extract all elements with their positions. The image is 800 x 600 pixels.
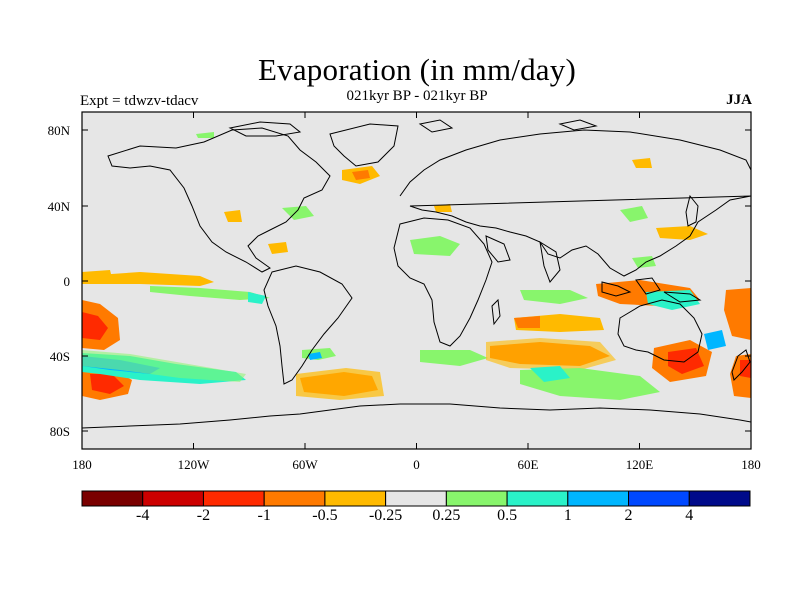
coast-antarctica xyxy=(82,403,751,429)
field-n-pacific-yellow2 xyxy=(268,242,288,254)
coast-se-asia-islands xyxy=(601,277,702,303)
colorbar-swatch xyxy=(81,490,144,507)
colorbar-swatch xyxy=(506,490,569,507)
field-indian-yellow xyxy=(486,338,616,370)
field-nw-atlantic-yellow xyxy=(434,204,452,212)
field-east-asia-green xyxy=(632,256,656,268)
field-eq-pacific-yellow xyxy=(82,272,214,286)
coast-japan xyxy=(685,194,699,227)
field-s-atlantic-green2 xyxy=(420,350,488,366)
colorbar-label: -4 xyxy=(136,507,150,524)
season-label: JJA xyxy=(726,92,752,108)
colorbar-label: -2 xyxy=(196,507,211,524)
colorbar-swatch xyxy=(202,490,265,507)
coast-north-america xyxy=(107,127,331,273)
experiment-label: Expt = tdwzv-tdacv xyxy=(80,93,199,109)
lon-ticks xyxy=(81,112,752,449)
lat-label-80n: 80N xyxy=(47,123,70,138)
coast-arctic-islands xyxy=(228,119,598,137)
coast-eurasia xyxy=(399,129,751,277)
colorbar-swatch xyxy=(567,490,630,507)
coast-africa xyxy=(393,217,493,347)
lon-label-120w: 120W xyxy=(177,457,210,472)
lon-label-60w: 60W xyxy=(292,457,318,472)
lon-label-0: 0 xyxy=(413,457,420,472)
coast-south-america xyxy=(263,265,353,385)
field-australia-e-cyan xyxy=(704,330,726,350)
field-asia-yellow xyxy=(656,226,708,240)
colorbar-swatch xyxy=(142,490,204,507)
coast-madagascar xyxy=(491,298,501,326)
field-eq-pacific-cyan xyxy=(248,292,266,304)
colorbar-label: -0.25 xyxy=(368,507,403,524)
lat-label-40n: 40N xyxy=(47,199,70,214)
field-s-pacific-green xyxy=(82,350,246,382)
lon-label-60e: 60E xyxy=(517,457,539,472)
colorbar-swatch xyxy=(628,490,690,507)
map-title: Evaporation (in mm/day) xyxy=(258,52,576,87)
field-n-atlantic-red xyxy=(352,170,370,180)
lon-label-180w: 180 xyxy=(72,457,92,472)
anomaly-fields xyxy=(82,132,751,400)
field-arctic-green xyxy=(196,132,214,138)
colorbar-label: -0.5 xyxy=(312,507,338,524)
lat-label-80s: 80S xyxy=(49,424,70,439)
field-maritime-cyan xyxy=(646,290,700,310)
map-subtitle: 021kyr BP - 021kyr BP xyxy=(346,88,488,104)
field-asia-green xyxy=(620,206,648,222)
coast-new-zealand xyxy=(731,349,751,381)
lat-label-40s: 40S xyxy=(49,349,70,364)
colorbar-label: 4 xyxy=(685,507,694,524)
lon-label-120e: 120E xyxy=(625,457,654,472)
colorbar-label: 2 xyxy=(624,507,633,524)
field-indian-eq-orange xyxy=(514,316,540,328)
colorbar-label: -1 xyxy=(257,507,271,524)
field-africa-green xyxy=(410,236,460,256)
field-n-pacific-yellow xyxy=(224,210,242,222)
field-s-pacific-west-red xyxy=(90,374,124,394)
field-n-america-green xyxy=(282,206,314,220)
colorbar-label: 1 xyxy=(563,507,572,524)
field-s-pacific-west-inner xyxy=(82,312,108,340)
field-indian-green2 xyxy=(520,290,588,304)
colorbar-label: 0.25 xyxy=(432,507,461,524)
field-w-pacific-yellow xyxy=(82,270,112,280)
colorbar-label: 0.5 xyxy=(497,507,518,524)
colorbar-swatch xyxy=(385,490,447,507)
colorbar-swatch xyxy=(445,490,508,507)
coastlines xyxy=(82,119,751,429)
lat-label-0: 0 xyxy=(63,274,71,289)
field-indian-cyan xyxy=(530,366,570,382)
coast-arabia-india xyxy=(485,235,561,283)
colorbar xyxy=(81,490,751,507)
colorbar-swatch xyxy=(324,490,387,507)
field-tasman-orange xyxy=(724,288,751,340)
field-siberia-yellow xyxy=(632,158,652,168)
coast-greenland xyxy=(329,123,399,167)
field-s-atlantic-cyan xyxy=(308,352,322,360)
colorbar-swatch xyxy=(263,490,326,507)
lon-label-180e: 180 xyxy=(741,457,761,472)
colorbar-swatch xyxy=(688,490,751,507)
coast-australia xyxy=(617,299,703,363)
lat-ticks xyxy=(82,129,751,432)
field-eq-pacific-green xyxy=(150,286,270,300)
field-s-atlantic-yellow xyxy=(296,368,384,400)
